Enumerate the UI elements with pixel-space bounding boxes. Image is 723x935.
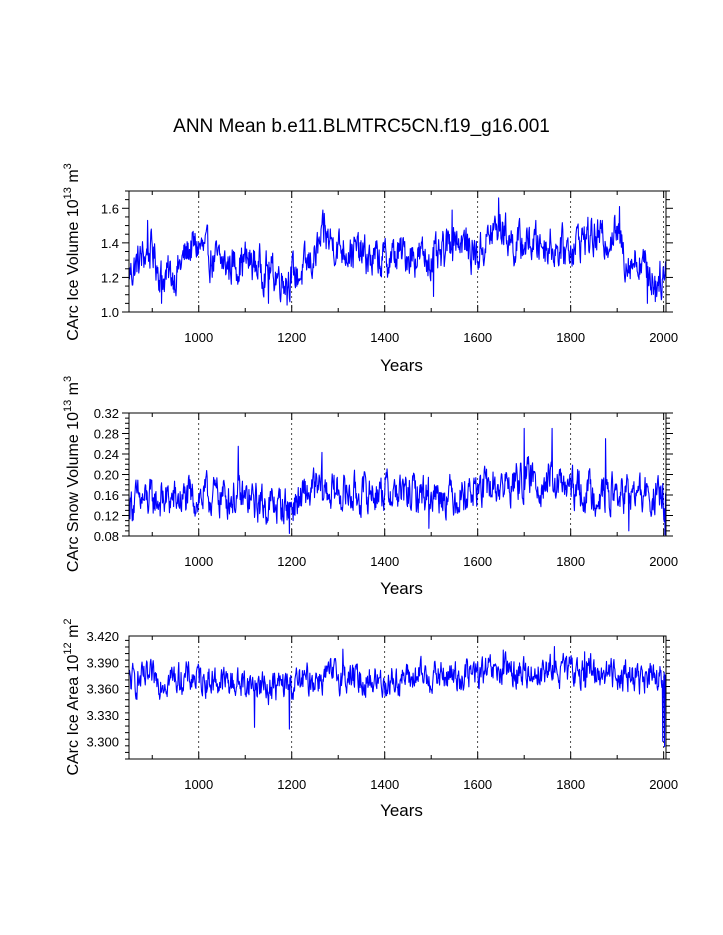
y-tick-label: 3.390 xyxy=(86,655,119,670)
x-tick-label: 1400 xyxy=(370,777,399,792)
x-axis-label: Years xyxy=(380,579,423,598)
x-tick-label: 1800 xyxy=(556,777,585,792)
series-line-panel-1 xyxy=(128,197,667,306)
x-tick-label: 2000 xyxy=(649,554,678,569)
x-tick-label: 1000 xyxy=(184,330,213,345)
plot-frame-2 xyxy=(128,412,667,537)
x-tick-label: 1200 xyxy=(277,330,306,345)
y-axis-label: CArc Ice Area 1012 m2 xyxy=(62,618,82,775)
x-tick-label: 1600 xyxy=(463,777,492,792)
y-tick-label: 0.12 xyxy=(94,509,119,524)
x-tick-label: 2000 xyxy=(649,777,678,792)
x-tick-label: 1000 xyxy=(184,554,213,569)
y-tick-label: 3.300 xyxy=(86,734,119,749)
y-axis-label: CArc Ice Volume 1013 m3 xyxy=(62,163,82,341)
y-tick-label: 0.24 xyxy=(94,447,119,462)
y-tick-label: 0.32 xyxy=(94,406,119,421)
y-tick-label: 0.16 xyxy=(94,488,119,503)
series-line-panel-2 xyxy=(128,427,667,536)
plot-frame-3 xyxy=(128,635,667,760)
x-tick-label: 1400 xyxy=(370,330,399,345)
chart-panel-1: 1000 1200 1400 1600 1800 2000 1.0 1.2 1.4 1.6 Year… xyxy=(62,163,678,375)
y-tick-label: 3.420 xyxy=(86,629,119,644)
x-tick-label: 2000 xyxy=(649,330,678,345)
y-tick-label: 1.4 xyxy=(101,236,119,251)
x-tick-label: 1600 xyxy=(463,554,492,569)
x-tick-label: 1800 xyxy=(556,330,585,345)
x-tick-label: 1200 xyxy=(277,777,306,792)
x-axis-label: Years xyxy=(380,356,423,375)
y-axis-label: CArc Snow Volume 1013 m3 xyxy=(62,376,82,572)
y-tick-label: 1.0 xyxy=(101,305,119,320)
y-tick-label: 0.28 xyxy=(94,427,119,442)
y-tick-label: 3.330 xyxy=(86,708,119,723)
x-tick-label: 1800 xyxy=(556,554,585,569)
y-tick-label: 3.360 xyxy=(86,682,119,697)
y-tick-label: 1.2 xyxy=(101,270,119,285)
series-line-panel-3 xyxy=(128,645,667,748)
y-tick-label: 0.08 xyxy=(94,529,119,544)
y-tick-label: 0.20 xyxy=(94,468,119,483)
x-tick-label: 1200 xyxy=(277,554,306,569)
y-tick-label: 1.6 xyxy=(101,201,119,216)
chart-panel-2: 1000 1200 1400 1600 1800 2000 0.08 0.12 0.16 0.20… xyxy=(62,376,678,598)
x-axis-label: Years xyxy=(380,801,423,820)
figure-title: ANN Mean b.e11.BLMTRC5CN.f19_g16.001 xyxy=(173,116,550,137)
x-tick-label: 1400 xyxy=(370,554,399,569)
x-tick-label: 1000 xyxy=(184,777,213,792)
x-tick-label: 1600 xyxy=(463,330,492,345)
chart-panel-3: 1000 1200 1400 1600 1800 2000 3.300 3.330 3.360 3… xyxy=(62,618,678,820)
